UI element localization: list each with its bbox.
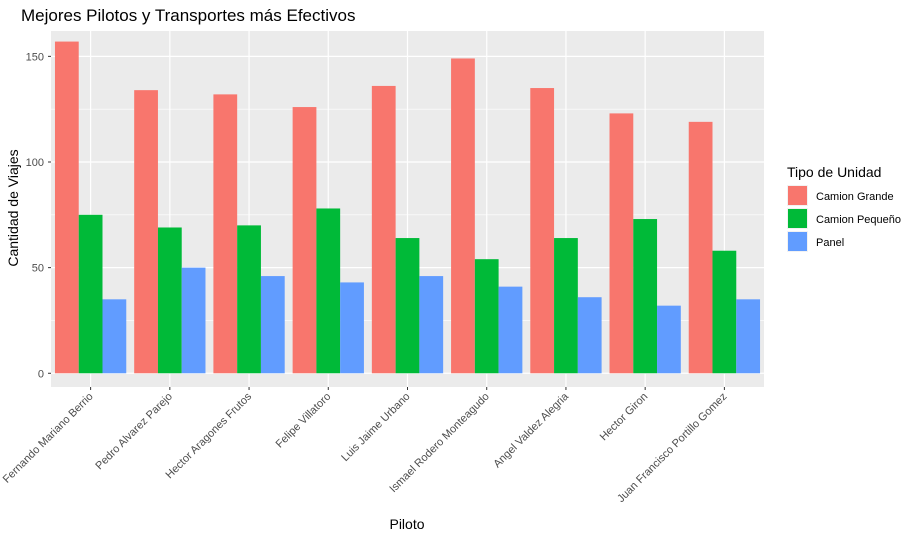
bar bbox=[395, 238, 420, 374]
bar bbox=[419, 276, 444, 374]
legend-label: Panel bbox=[816, 237, 844, 249]
y-tick-label: 50 bbox=[32, 263, 44, 275]
x-tick-label: Hector Giron bbox=[598, 391, 651, 444]
bar bbox=[609, 113, 634, 374]
bar bbox=[451, 58, 475, 374]
x-tick-label: Felipe Villatoro bbox=[274, 391, 334, 451]
legend: Tipo de Unidad Camion Grande Camion Peque… bbox=[787, 164, 901, 252]
y-tick-label: 0 bbox=[38, 368, 44, 380]
x-tick-label: Hector Aragones Frutos bbox=[164, 390, 255, 481]
bar bbox=[292, 107, 317, 374]
bar bbox=[102, 299, 127, 374]
bar bbox=[498, 286, 523, 374]
y-tick-label: 150 bbox=[26, 51, 44, 63]
bar bbox=[371, 85, 396, 374]
bar bbox=[213, 94, 238, 374]
legend-swatch bbox=[788, 232, 807, 251]
x-tick-label: Pedro Alvarez Parejo bbox=[93, 391, 175, 473]
y-axis-title: Cantidad de Viajes bbox=[5, 149, 21, 266]
legend-title: Tipo de Unidad bbox=[787, 164, 881, 180]
y-axis: 0 50 100 150 bbox=[26, 51, 51, 380]
y-tick-label: 100 bbox=[26, 157, 44, 169]
x-axis-title: Piloto bbox=[389, 516, 424, 532]
bar bbox=[688, 121, 713, 374]
legend-items: Camion Grande Camion Pequeño Panel bbox=[787, 185, 901, 252]
bar bbox=[54, 41, 79, 374]
bar bbox=[530, 88, 555, 374]
bar bbox=[260, 276, 285, 374]
bar bbox=[633, 219, 658, 374]
bar bbox=[237, 225, 261, 374]
bar bbox=[712, 250, 737, 374]
legend-label: Camion Pequeño bbox=[816, 214, 901, 226]
bar bbox=[657, 305, 681, 374]
bar bbox=[134, 90, 158, 374]
bar bbox=[157, 227, 182, 374]
x-tick-label: Luis Jaime Urbano bbox=[339, 391, 412, 464]
x-tick-label: Fernando Mariano Berrio bbox=[1, 391, 96, 486]
bars bbox=[54, 41, 761, 374]
bar bbox=[78, 214, 103, 374]
bar bbox=[736, 299, 761, 374]
bar bbox=[554, 238, 578, 374]
bar bbox=[181, 267, 206, 374]
bar bbox=[577, 297, 602, 374]
legend-label: Camion Grande bbox=[816, 191, 894, 203]
bar bbox=[316, 208, 341, 374]
legend-swatch bbox=[788, 209, 807, 228]
x-tick-label: Angel Valdez Alegria bbox=[491, 390, 571, 470]
bar bbox=[474, 259, 499, 374]
legend-swatch bbox=[788, 186, 807, 205]
bar bbox=[340, 282, 364, 374]
chart-title: Mejores Pilotos y Transportes más Efecti… bbox=[21, 6, 355, 25]
